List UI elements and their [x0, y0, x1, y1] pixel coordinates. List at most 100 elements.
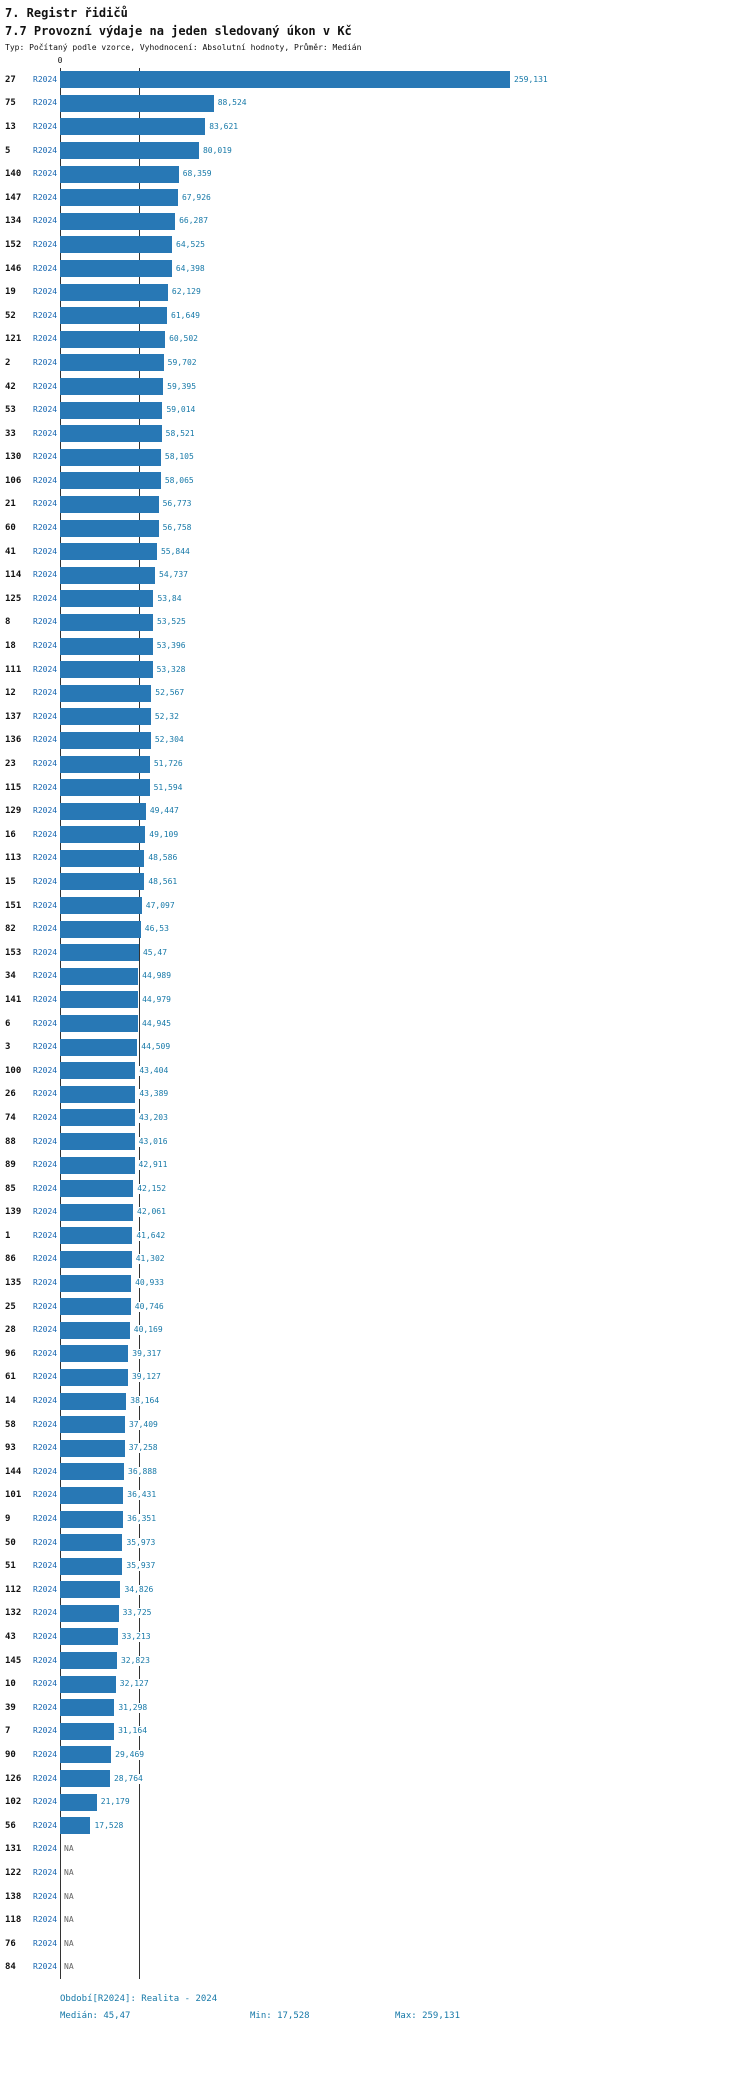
bar-value-label: NA — [63, 1867, 75, 1878]
bar-value-label: 44,979 — [141, 994, 172, 1005]
bar — [60, 637, 153, 655]
bar-row: 88 R2024 43,016 — [5, 1130, 747, 1154]
bar-value-label: 53,84 — [156, 593, 183, 604]
bar — [60, 849, 145, 867]
bar-value-label: NA — [63, 1891, 75, 1902]
chart-meta-line: Typ: Počítaný podle vzorce, Vyhodnocení:… — [5, 43, 362, 52]
bar-track: 59,395 — [60, 375, 747, 399]
row-period-label: R2024 — [33, 1537, 58, 1547]
bar-value-label: 42,061 — [136, 1207, 167, 1218]
row-period-label: R2024 — [33, 853, 58, 863]
row-rank: 138 — [5, 1891, 22, 1902]
bar-track: 36,351 — [60, 1507, 747, 1531]
row-rank: 9 — [5, 1514, 11, 1525]
bar — [60, 1604, 119, 1622]
row-rank: 96 — [5, 1348, 16, 1359]
bar — [60, 1557, 123, 1575]
bar — [60, 1746, 112, 1764]
bar-row: 21 R2024 56,773 — [5, 493, 747, 517]
row-rank: 33 — [5, 428, 16, 439]
row-rank: 61 — [5, 1372, 16, 1383]
bar-value-label: 58,065 — [163, 475, 195, 486]
bar-track: 56,773 — [60, 493, 747, 517]
bar-row: 132 R2024 33,725 — [5, 1602, 747, 1626]
bar — [60, 1675, 116, 1693]
row-rank: 18 — [5, 641, 16, 652]
row-rank: 102 — [5, 1797, 22, 1808]
bar-value-label: 21,179 — [99, 1797, 131, 1808]
bar — [60, 920, 141, 938]
bar-row: 33 R2024 58,521 — [5, 422, 747, 446]
bar-row: 138 R2024 NA — [5, 1885, 747, 1909]
row-period-label: R2024 — [33, 1702, 58, 1712]
bar-row: 114 R2024 54,737 — [5, 563, 747, 587]
row-rank: 7 — [5, 1726, 11, 1737]
bar-value-label: 64,398 — [174, 263, 206, 274]
bar — [60, 1770, 110, 1788]
bar-track: 56,758 — [60, 516, 747, 540]
bar-row: 18 R2024 53,396 — [5, 634, 747, 658]
footer-median: Medián: 45,47 — [60, 2011, 131, 2022]
row-period-label: R2024 — [33, 1372, 58, 1382]
row-rank: 147 — [5, 192, 22, 203]
bar — [60, 1581, 121, 1599]
bar-row: 102 R2024 21,179 — [5, 1790, 747, 1814]
bar-track: 39,127 — [60, 1366, 747, 1390]
bar-value-label: 28,764 — [112, 1773, 144, 1784]
row-period-label: R2024 — [33, 900, 58, 910]
bar-track: 42,911 — [60, 1153, 747, 1177]
bar-row: 60 R2024 56,758 — [5, 516, 747, 540]
bar-row: 6 R2024 44,945 — [5, 1012, 747, 1036]
row-period-label: R2024 — [33, 1584, 58, 1594]
bar — [60, 495, 159, 513]
footer-period: Období[R2024]: Realita - 2024 — [60, 1994, 218, 2005]
row-period-label: R2024 — [33, 1089, 58, 1099]
row-rank: 74 — [5, 1112, 16, 1123]
bar-value-label: 36,888 — [127, 1466, 158, 1477]
row-period-label: R2024 — [33, 664, 58, 674]
bar — [60, 165, 179, 183]
row-period-label: R2024 — [33, 1466, 58, 1476]
bar-row: 28 R2024 40,169 — [5, 1318, 747, 1342]
bar — [60, 684, 152, 702]
row-period-label: R2024 — [33, 641, 58, 651]
row-rank: 25 — [5, 1301, 16, 1312]
bar-row: 13 R2024 83,621 — [5, 115, 747, 139]
bar-row: 93 R2024 37,258 — [5, 1436, 747, 1460]
row-rank: 3 — [5, 1042, 11, 1053]
bar-value-label: 36,351 — [126, 1514, 158, 1525]
bar — [60, 260, 172, 278]
bar — [60, 1392, 127, 1410]
bar-track: 37,258 — [60, 1436, 747, 1460]
row-period-label: R2024 — [33, 1679, 58, 1689]
bar-track: 88,524 — [60, 92, 747, 116]
row-rank: 41 — [5, 546, 16, 557]
bar — [60, 873, 145, 891]
bar-track: 67,926 — [60, 186, 747, 210]
bar-track: 59,014 — [60, 398, 747, 422]
bar-row: 140 R2024 68,359 — [5, 162, 747, 186]
bar-track: 58,105 — [60, 446, 747, 470]
bar — [60, 283, 168, 301]
bar-value-label: 88,524 — [216, 98, 248, 109]
bar-value-label: 51,594 — [152, 782, 184, 793]
row-rank: 90 — [5, 1749, 16, 1760]
bar-track: 59,702 — [60, 351, 747, 375]
row-period-label: R2024 — [33, 570, 58, 580]
row-period-label: R2024 — [33, 782, 58, 792]
row-rank: 141 — [5, 994, 22, 1005]
bar-row: 129 R2024 49,447 — [5, 799, 747, 823]
row-rank: 135 — [5, 1278, 22, 1289]
bar — [60, 1227, 133, 1245]
bar — [60, 1416, 125, 1434]
bar-value-label: 66,287 — [178, 216, 210, 227]
row-period-label: R2024 — [33, 1608, 58, 1618]
row-rank: 16 — [5, 829, 16, 840]
bar-value-label: 43,389 — [138, 1089, 170, 1100]
bar-value-label: 62,129 — [170, 287, 202, 298]
bar — [60, 519, 159, 537]
bar-chart: 0 27 R2024 259,131 75 R2024 88,524 13 R2… — [5, 56, 747, 1980]
bar-value-label: 36,431 — [126, 1490, 158, 1501]
bar — [60, 118, 206, 136]
bar-value-label: 41,302 — [134, 1254, 166, 1265]
